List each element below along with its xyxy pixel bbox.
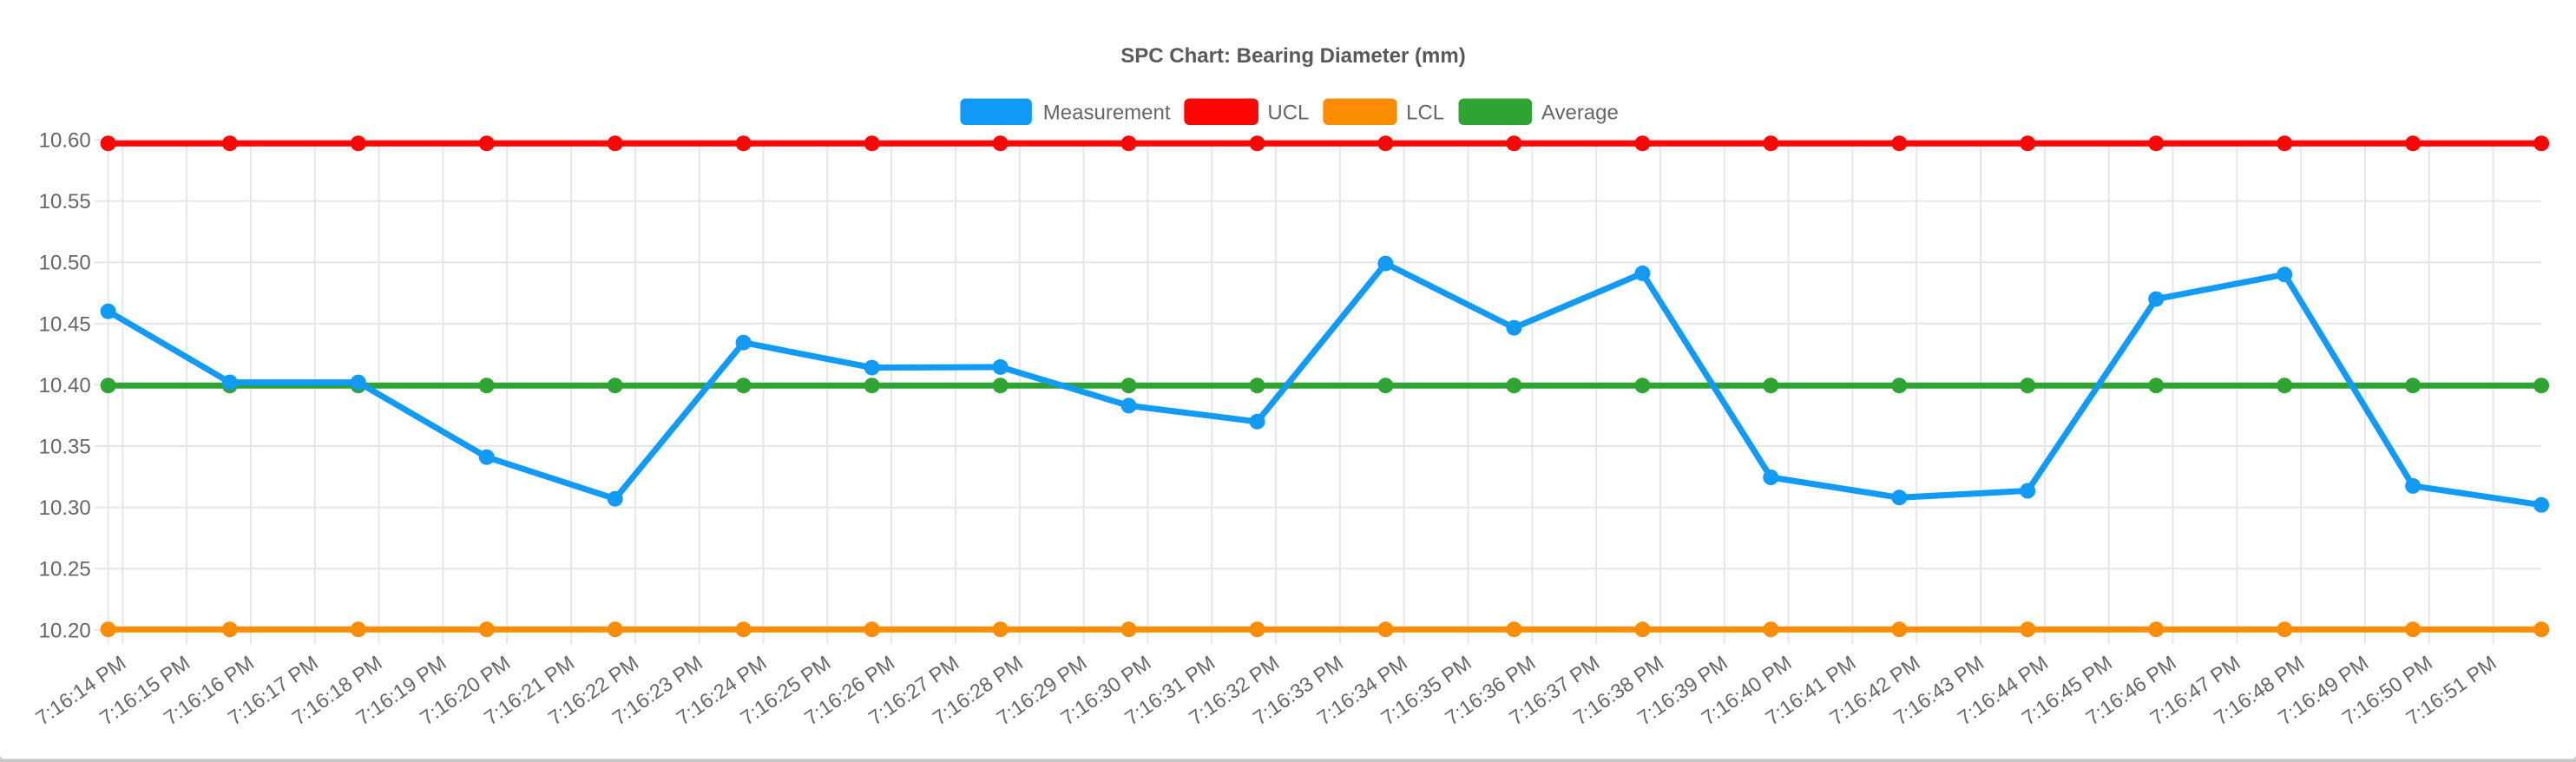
svg-text:10.45: 10.45 bbox=[39, 312, 91, 336]
svg-text:SPC Chart: Bearing Diameter (m: SPC Chart: Bearing Diameter (mm) bbox=[1120, 44, 1465, 68]
svg-text:10.20: 10.20 bbox=[39, 619, 91, 642]
svg-text:LCL: LCL bbox=[1406, 102, 1444, 125]
svg-text:10.25: 10.25 bbox=[39, 558, 91, 581]
svg-text:10.40: 10.40 bbox=[39, 374, 91, 397]
svg-text:Average: Average bbox=[1541, 102, 1619, 125]
svg-text:10.55: 10.55 bbox=[39, 190, 91, 213]
svg-text:10.50: 10.50 bbox=[39, 252, 91, 275]
svg-text:10.30: 10.30 bbox=[39, 496, 91, 520]
svg-text:10.60: 10.60 bbox=[39, 129, 91, 153]
svg-text:10.35: 10.35 bbox=[39, 436, 91, 459]
svg-text:UCL: UCL bbox=[1267, 102, 1309, 125]
svg-text:Measurement: Measurement bbox=[1043, 102, 1171, 125]
